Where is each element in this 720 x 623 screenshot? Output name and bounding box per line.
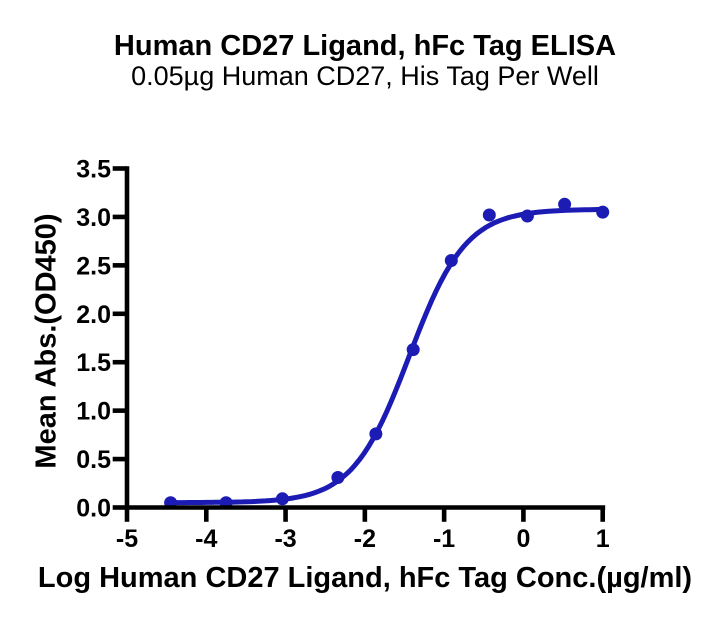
y-axis-title: Mean Abs.(OD450) — [30, 213, 63, 469]
chart-subtitle: 0.05µg Human CD27, His Tag Per Well — [131, 61, 599, 91]
x-tick-label: -2 — [354, 525, 376, 553]
x-axis-title: Log Human CD27 Ligand, hFc Tag Conc.(µg/… — [37, 562, 693, 594]
data-point — [331, 471, 345, 484]
y-tick-label: 0.0 — [76, 495, 111, 523]
chart-title: Human CD27 Ligand, hFc Tag ELISA — [113, 30, 617, 62]
y-tick-label: 1.5 — [76, 349, 111, 377]
x-tick-label: -4 — [195, 525, 217, 553]
data-point — [444, 254, 458, 267]
y-tick-label: 3.0 — [76, 204, 111, 232]
fit-curve — [168, 207, 606, 506]
data-points-layer — [164, 197, 610, 510]
y-tick-label: 1.0 — [76, 398, 111, 426]
data-point — [596, 205, 610, 219]
data-point — [406, 343, 420, 357]
data-point — [275, 492, 289, 506]
data-point — [482, 208, 496, 222]
x-tick-label: -1 — [433, 525, 455, 553]
x-tick-label: 0 — [516, 525, 530, 553]
y-tick-label: 2.0 — [76, 301, 111, 329]
x-tick-label: -5 — [116, 525, 138, 553]
y-tick-label: 0.5 — [76, 446, 111, 474]
fit-curve-layer — [168, 207, 606, 506]
axes-layer — [112, 166, 606, 522]
tick-labels-layer: -5 -4 -3 -2 -1 0 1 0.0 0.5 1.0 1.5 2.0 2.5 3.0 3.5 — [76, 156, 610, 554]
x-tick-label: 1 — [596, 525, 610, 553]
y-tick-label: 3.5 — [76, 156, 111, 184]
y-tick-label: 2.5 — [76, 252, 111, 280]
x-tick-label: -3 — [274, 525, 296, 553]
data-point — [558, 197, 572, 211]
data-point — [520, 209, 534, 223]
data-point — [369, 427, 383, 441]
